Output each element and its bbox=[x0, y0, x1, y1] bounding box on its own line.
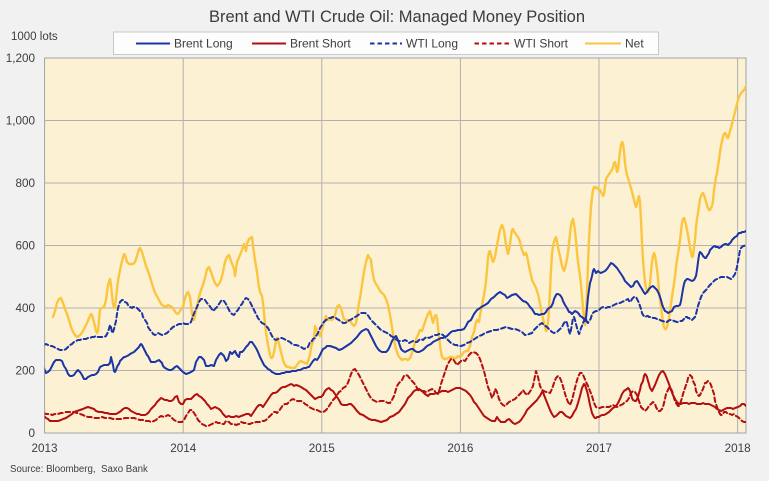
svg-text:Brent Long: Brent Long bbox=[174, 37, 233, 51]
svg-text:1,000: 1,000 bbox=[6, 115, 36, 128]
svg-text:WTI Short: WTI Short bbox=[514, 37, 569, 51]
svg-text:600: 600 bbox=[15, 240, 35, 253]
svg-text:0: 0 bbox=[28, 427, 35, 440]
svg-text:1000 lots: 1000 lots bbox=[11, 31, 58, 43]
svg-text:400: 400 bbox=[15, 302, 35, 315]
svg-text:2015: 2015 bbox=[309, 442, 336, 455]
svg-text:2014: 2014 bbox=[170, 442, 197, 455]
svg-text:2017: 2017 bbox=[586, 442, 612, 455]
svg-text:1,200: 1,200 bbox=[6, 52, 36, 65]
svg-text:Source: Bloomberg, Saxo Bank: Source: Bloomberg, Saxo Bank bbox=[10, 464, 148, 475]
svg-text:Net: Net bbox=[625, 37, 644, 51]
svg-text:800: 800 bbox=[15, 177, 35, 190]
svg-text:2016: 2016 bbox=[447, 442, 473, 455]
svg-text:200: 200 bbox=[15, 365, 35, 378]
svg-text:2018: 2018 bbox=[725, 442, 751, 455]
svg-text:WTI Long: WTI Long bbox=[406, 37, 458, 51]
svg-text:Brent and WTI Crude Oil: Manag: Brent and WTI Crude Oil: Managed Money P… bbox=[209, 8, 585, 26]
svg-text:Brent Short: Brent Short bbox=[290, 37, 351, 51]
svg-text:2013: 2013 bbox=[31, 442, 57, 455]
